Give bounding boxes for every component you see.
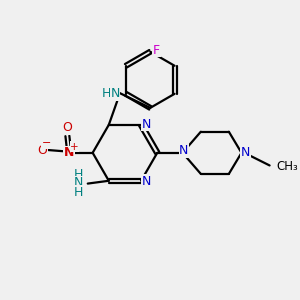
Text: N: N <box>64 146 74 159</box>
Text: O: O <box>62 121 72 134</box>
Text: N: N <box>142 175 151 188</box>
Text: N: N <box>179 144 189 157</box>
Text: N: N <box>110 87 120 100</box>
Text: O: O <box>37 143 47 157</box>
Text: H: H <box>102 87 112 100</box>
Text: N: N <box>142 118 151 131</box>
Text: H: H <box>74 168 83 181</box>
Text: F: F <box>153 44 160 57</box>
Text: N: N <box>241 146 250 159</box>
Text: H: H <box>74 185 83 199</box>
Text: CH₃: CH₃ <box>277 160 298 173</box>
Text: N: N <box>74 176 83 189</box>
Text: +: + <box>70 142 79 152</box>
Text: −: − <box>42 138 51 148</box>
